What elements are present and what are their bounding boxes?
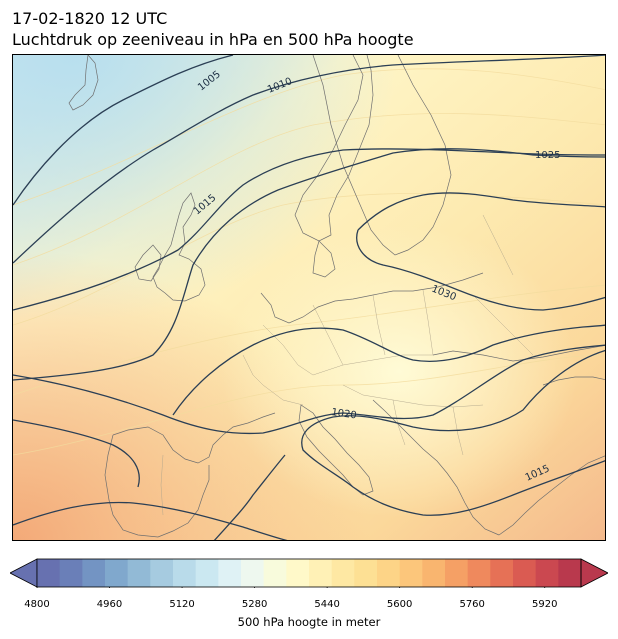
colorbar-swatch xyxy=(422,559,446,587)
title-block: 17-02-1820 12 UTC Luchtdruk op zeeniveau… xyxy=(12,8,414,50)
coastlines xyxy=(68,55,605,538)
colorbar-swatch xyxy=(309,559,333,587)
colorbar-swatch xyxy=(558,559,582,587)
colorbar-swatch xyxy=(445,559,469,587)
colorbar-swatch xyxy=(59,559,83,587)
colorbar-swatch xyxy=(173,559,197,587)
colorbar-swatch xyxy=(127,559,151,587)
colorbar xyxy=(9,558,609,590)
colorbar-swatch xyxy=(82,559,106,587)
isobars xyxy=(13,55,605,540)
colorbar-swatch xyxy=(490,559,514,587)
colorbar-swatch xyxy=(195,559,219,587)
colorbar-tick-label: 5120 xyxy=(169,599,195,610)
map-datetime: 17-02-1820 12 UTC xyxy=(12,9,168,28)
ridge-region xyxy=(13,55,605,540)
colorbar-swatch xyxy=(535,559,559,587)
isobar-label: 1025 xyxy=(535,150,560,161)
map-canvas: 1005 1010 1015 1025 1030 1020 1015 xyxy=(13,55,605,540)
colorbar-label: 500 hPa hoogte in meter xyxy=(237,615,381,629)
map-title: Luchtdruk op zeeniveau in hPa en 500 hPa… xyxy=(12,30,414,49)
height-contours xyxy=(13,68,605,456)
colorbar-swatch xyxy=(263,559,287,587)
colorbar-tick-label: 5920 xyxy=(531,599,558,610)
colorbar-extend-low xyxy=(9,558,38,588)
colorbar-swatch xyxy=(105,559,129,587)
colorbar-swatch xyxy=(286,559,310,587)
colorbar-tick-label: 5760 xyxy=(459,599,485,610)
colorbar-svg xyxy=(9,558,609,590)
colorbar-swatch xyxy=(399,559,423,587)
colorbar-swatch xyxy=(331,559,355,587)
colorbar-swatch xyxy=(467,559,491,587)
colorbar-swatch xyxy=(354,559,378,587)
colorbar-tick-label: 5440 xyxy=(314,599,340,610)
colorbar-swatch xyxy=(241,559,265,587)
colorbar-swatch xyxy=(377,559,401,587)
colorbar-swatch xyxy=(513,559,537,587)
colorbar-tick-label: 5600 xyxy=(386,599,413,610)
colorbar-tick-label: 4800 xyxy=(24,599,50,610)
colorbar-swatch xyxy=(37,559,61,587)
borders xyxy=(160,214,534,516)
colorbar-frame xyxy=(36,558,582,588)
colorbar-tick-label: 4960 xyxy=(96,599,123,610)
colorbar-tick-label: 5280 xyxy=(241,599,268,610)
weather-map: 1005 1010 1015 1025 1030 1020 1015 xyxy=(12,54,606,541)
colorbar-extend-high xyxy=(580,558,609,588)
colorbar-swatch xyxy=(150,559,174,587)
isobar-label: 1020 xyxy=(331,407,358,421)
colorbar-swatch xyxy=(218,559,242,587)
